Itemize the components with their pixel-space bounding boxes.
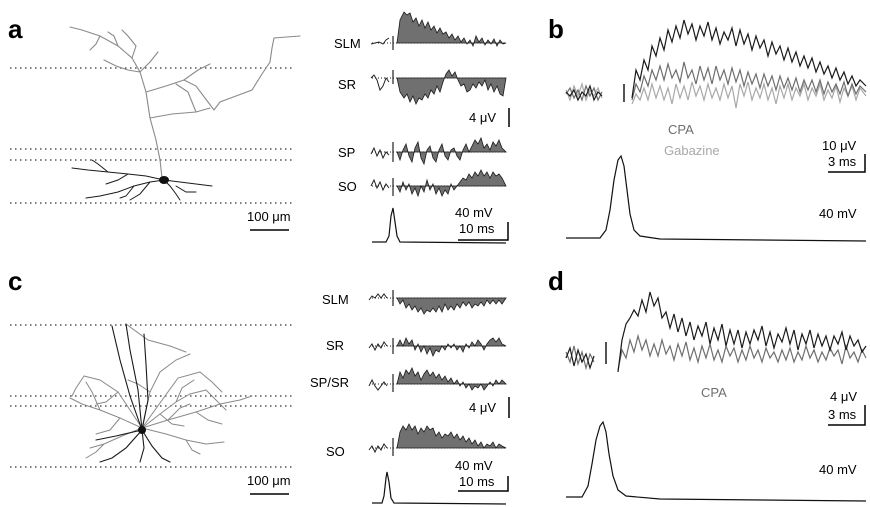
spike-scale-label-d: 40 mV xyxy=(819,462,857,477)
layer-label-c-sr: SR xyxy=(326,338,344,353)
spike-trace-d xyxy=(566,420,867,502)
panel-d: d CPA 4 μV 3 ms 40 mV xyxy=(548,266,867,502)
time-scale-label-d: 3 ms xyxy=(828,407,857,422)
spike-scale-label-b: 40 mV xyxy=(819,206,857,221)
trace-a-sp xyxy=(370,136,507,166)
trace-c-so xyxy=(368,423,507,456)
trace-b-gabazine xyxy=(631,81,867,109)
neuron-morphology-a xyxy=(69,26,301,179)
spike-trace-b xyxy=(566,154,867,242)
trace-c-sr xyxy=(368,337,507,357)
trace-b-control xyxy=(631,19,867,99)
panel-c: c xyxy=(8,266,510,505)
amp-scale-label-b: 10 μV xyxy=(822,138,857,153)
layer-boundaries-c xyxy=(10,324,292,468)
scale-bar-d xyxy=(828,405,866,426)
trace-a-sr xyxy=(370,69,507,105)
amp-scale-label-c: 4 μV xyxy=(469,400,496,415)
panel-label-b: b xyxy=(548,14,564,44)
trace-d-cpa xyxy=(617,333,867,371)
trace-b-cpa xyxy=(631,61,867,101)
trace-a-slm xyxy=(370,11,507,50)
layer-label-a-sr: SR xyxy=(338,77,356,92)
layer-label-c-so: SO xyxy=(326,444,345,459)
scale-bar-b xyxy=(828,154,866,173)
soma-a xyxy=(159,176,169,184)
layer-label-c-slm: SLM xyxy=(322,292,349,307)
soma-c xyxy=(138,426,146,434)
trace-d-control xyxy=(617,291,867,373)
neuron-basal-a xyxy=(71,159,213,201)
trace-d-control-pre xyxy=(565,345,595,371)
neuron-morphology-c xyxy=(69,323,253,459)
traces-c: SLM SR SP/SR SO xyxy=(310,290,510,505)
layer-label-a-slm: SLM xyxy=(334,36,361,51)
time-scale-label-a: 10 ms xyxy=(459,221,495,236)
layer-label-a-sp: SP xyxy=(338,145,355,160)
spike-scale-label-c: 40 mV xyxy=(455,458,493,473)
panel-b: b CPA Gabazine 10 μV 3 ms 40 mV xyxy=(548,14,867,242)
morph-scale-label-a: 100 μm xyxy=(247,209,291,224)
amp-scale-label-a: 4 μV xyxy=(469,110,496,125)
traces-a: SLM SR SP SO 4 μV xyxy=(334,11,510,244)
panel-label-c: c xyxy=(8,266,22,296)
layer-boundaries-a xyxy=(10,67,292,204)
layer-label-a-so: SO xyxy=(338,179,357,194)
spike-trace-c xyxy=(372,471,507,505)
morph-scale-label-c: 100 μm xyxy=(247,473,291,488)
panel-label-a: a xyxy=(8,14,23,44)
spike-scale-label-a: 40 mV xyxy=(455,205,493,220)
neuron-dendrites-c xyxy=(95,323,171,463)
spike-trace-a xyxy=(372,207,507,244)
trace-a-so xyxy=(370,169,507,198)
legend-b-cpa: CPA xyxy=(668,122,694,137)
spike-time-scale-bar-a xyxy=(458,222,509,241)
layer-label-c-spsr: SP/SR xyxy=(310,375,349,390)
amp-scale-label-d: 4 μV xyxy=(830,389,857,404)
legend-b-gabazine: Gabazine xyxy=(664,143,720,158)
panel-a: a xyxy=(8,11,510,244)
legend-d-cpa: CPA xyxy=(701,385,727,400)
time-scale-label-b: 3 ms xyxy=(828,154,857,169)
time-scale-label-c: 10 ms xyxy=(459,474,495,489)
trace-c-slm xyxy=(368,290,507,315)
trace-b-control-pre xyxy=(565,84,603,102)
trace-d-cpa-pre xyxy=(565,345,595,371)
panel-label-d: d xyxy=(548,266,564,296)
spike-time-scale-bar-c xyxy=(458,476,509,492)
trace-c-spsr xyxy=(368,367,507,392)
